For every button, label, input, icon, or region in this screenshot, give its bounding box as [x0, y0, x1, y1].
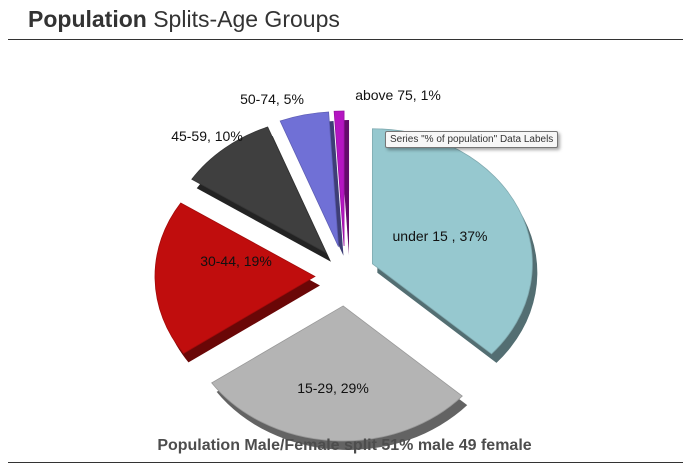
data-label-50-74: 50-74, 5% [240, 91, 304, 107]
title-divider [8, 39, 683, 40]
data-label-30-44: 30-44, 19% [200, 253, 272, 269]
pie-slice-above-75[interactable] [333, 110, 345, 247]
data-label-above-75: above 75, 1% [355, 87, 441, 103]
chart-title-rest: Splits-Age Groups [153, 6, 340, 32]
pie-slice-15-29[interactable] [211, 305, 463, 442]
data-labels-tooltip: Series "% of population" Data Labels [385, 131, 559, 148]
chart-subtitle: Population Male/Female split 51% male 49… [157, 437, 532, 454]
footer-divider [8, 462, 683, 463]
chart-title: Population Splits-Age Groups [28, 6, 340, 33]
pie-slice-50-74[interactable] [279, 111, 339, 247]
data-label-45-59: 45-59, 10% [171, 128, 243, 144]
data-label-15-29: 15-29, 29% [297, 380, 369, 396]
data-label-under-15: under 15 , 37% [393, 228, 488, 244]
pie-slice-30-44[interactable] [154, 202, 316, 354]
pie-slice-45-59[interactable] [191, 126, 327, 254]
chart-title-bold: Population [28, 6, 147, 32]
